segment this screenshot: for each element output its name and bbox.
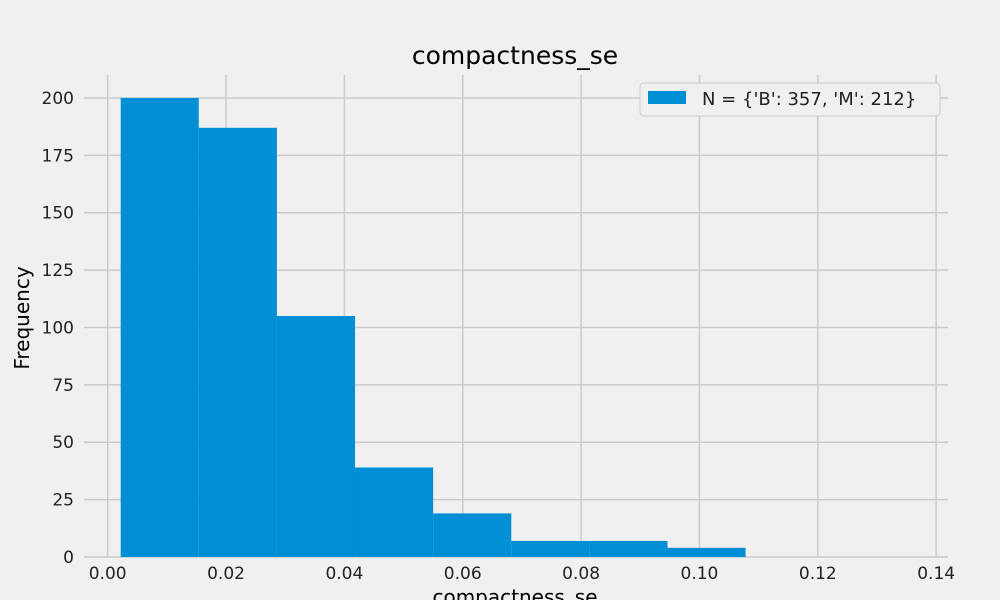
x-axis-label: compactness_se bbox=[432, 585, 597, 600]
histogram-bar bbox=[198, 127, 277, 558]
histogram-bars bbox=[120, 97, 746, 558]
y-axis-label: Frequency bbox=[10, 266, 34, 369]
histogram-bar bbox=[511, 540, 590, 557]
y-tick-label: 100 bbox=[42, 318, 74, 338]
y-axis-ticks: 0 25 50 75 100 125 150 175 200 bbox=[42, 89, 74, 568]
legend-label: N = {'B': 357, 'M': 212} bbox=[702, 89, 916, 110]
x-tick-label: 0.02 bbox=[207, 564, 245, 584]
histogram-bar bbox=[589, 540, 668, 557]
histogram-bar bbox=[667, 547, 746, 557]
x-tick-label: 0.04 bbox=[325, 564, 363, 584]
x-tick-label: 0.06 bbox=[444, 564, 482, 584]
y-tick-label: 125 bbox=[42, 261, 74, 281]
histogram-bar bbox=[276, 316, 356, 557]
x-tick-label: 0.10 bbox=[681, 564, 719, 584]
y-tick-label: 25 bbox=[52, 491, 74, 511]
y-tick-label: 200 bbox=[42, 89, 74, 109]
y-tick-label: 150 bbox=[42, 204, 74, 224]
x-tick-label: 0.12 bbox=[799, 564, 837, 584]
histogram-bar bbox=[120, 97, 199, 557]
y-tick-label: 175 bbox=[42, 146, 74, 166]
legend-swatch bbox=[648, 91, 686, 104]
x-tick-label: 0.14 bbox=[917, 564, 955, 584]
y-tick-label: 50 bbox=[52, 433, 74, 453]
chart-title: compactness_se bbox=[412, 41, 618, 70]
histogram-bar bbox=[355, 467, 434, 557]
x-axis-ticks: 0.00 0.02 0.04 0.06 0.08 0.10 0.12 0.14 bbox=[89, 564, 955, 584]
histogram-bar bbox=[433, 513, 512, 557]
x-tick-label: 0.00 bbox=[89, 564, 127, 584]
x-tick-label: 0.08 bbox=[562, 564, 600, 584]
legend: N = {'B': 357, 'M': 212} bbox=[639, 82, 941, 117]
legend-box bbox=[639, 82, 941, 117]
y-tick-label: 0 bbox=[63, 548, 74, 568]
y-tick-label: 75 bbox=[52, 376, 74, 396]
